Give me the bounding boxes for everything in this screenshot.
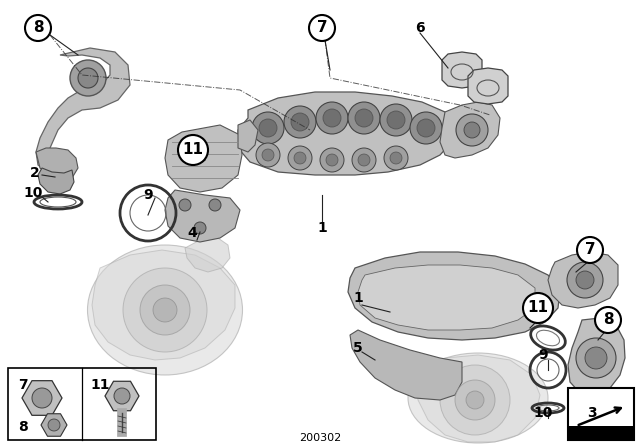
Circle shape xyxy=(577,237,603,263)
Circle shape xyxy=(352,148,376,172)
Polygon shape xyxy=(548,252,618,308)
Text: 1: 1 xyxy=(317,221,327,235)
Text: 11: 11 xyxy=(90,378,109,392)
Circle shape xyxy=(288,146,312,170)
Circle shape xyxy=(284,106,316,138)
Circle shape xyxy=(323,109,341,127)
Circle shape xyxy=(78,68,98,88)
Circle shape xyxy=(595,307,621,333)
Circle shape xyxy=(291,113,309,131)
Circle shape xyxy=(417,119,435,137)
Polygon shape xyxy=(165,125,242,192)
Text: 10: 10 xyxy=(533,406,553,420)
Polygon shape xyxy=(36,148,78,182)
Polygon shape xyxy=(38,168,74,194)
Polygon shape xyxy=(165,190,240,242)
Polygon shape xyxy=(468,68,508,104)
Polygon shape xyxy=(568,318,625,395)
Circle shape xyxy=(576,338,616,378)
Circle shape xyxy=(466,391,484,409)
Circle shape xyxy=(123,268,207,352)
Text: 8: 8 xyxy=(33,21,44,35)
Text: 11: 11 xyxy=(182,142,204,158)
Circle shape xyxy=(576,271,594,289)
Polygon shape xyxy=(185,238,230,272)
Circle shape xyxy=(320,148,344,172)
Circle shape xyxy=(326,154,338,166)
Circle shape xyxy=(387,111,405,129)
Text: 8: 8 xyxy=(603,313,613,327)
Polygon shape xyxy=(440,102,500,158)
Text: 7: 7 xyxy=(317,21,327,35)
Polygon shape xyxy=(415,355,540,442)
Text: 11: 11 xyxy=(527,301,548,315)
Circle shape xyxy=(179,199,191,211)
Circle shape xyxy=(316,102,348,134)
Polygon shape xyxy=(442,52,482,88)
Text: 1: 1 xyxy=(353,291,363,305)
Polygon shape xyxy=(238,92,455,175)
Circle shape xyxy=(309,15,335,41)
Circle shape xyxy=(153,298,177,322)
Circle shape xyxy=(32,388,52,408)
Circle shape xyxy=(209,199,221,211)
Circle shape xyxy=(70,60,106,96)
Ellipse shape xyxy=(88,245,243,375)
Text: 10: 10 xyxy=(23,186,43,200)
Text: 4: 4 xyxy=(187,226,197,240)
FancyBboxPatch shape xyxy=(568,426,634,440)
Circle shape xyxy=(456,114,488,146)
Text: 2: 2 xyxy=(30,166,40,180)
Polygon shape xyxy=(348,252,560,340)
Circle shape xyxy=(523,293,553,323)
Circle shape xyxy=(455,380,495,420)
Circle shape xyxy=(114,388,130,404)
Text: 200302: 200302 xyxy=(299,433,341,443)
Circle shape xyxy=(585,347,607,369)
Text: 5: 5 xyxy=(353,341,363,355)
Circle shape xyxy=(48,419,60,431)
FancyBboxPatch shape xyxy=(568,388,634,440)
Circle shape xyxy=(410,112,442,144)
Circle shape xyxy=(178,135,208,165)
Text: 9: 9 xyxy=(143,188,153,202)
Circle shape xyxy=(194,222,206,234)
Polygon shape xyxy=(358,265,535,330)
Text: 7: 7 xyxy=(18,378,28,392)
Circle shape xyxy=(348,102,380,134)
Circle shape xyxy=(358,154,370,166)
Circle shape xyxy=(384,146,408,170)
Polygon shape xyxy=(238,120,258,152)
Circle shape xyxy=(262,149,274,161)
Text: 3: 3 xyxy=(587,406,597,420)
Polygon shape xyxy=(36,48,130,168)
Text: 8: 8 xyxy=(18,420,28,434)
Circle shape xyxy=(390,152,402,164)
Text: 7: 7 xyxy=(585,242,595,258)
Circle shape xyxy=(355,109,373,127)
Circle shape xyxy=(380,104,412,136)
Circle shape xyxy=(256,143,280,167)
Polygon shape xyxy=(92,250,235,360)
Ellipse shape xyxy=(408,353,548,443)
Circle shape xyxy=(140,285,190,335)
Polygon shape xyxy=(350,330,462,400)
Circle shape xyxy=(464,122,480,138)
Circle shape xyxy=(259,119,277,137)
Circle shape xyxy=(567,262,603,298)
Circle shape xyxy=(252,112,284,144)
Text: 6: 6 xyxy=(415,21,425,35)
Circle shape xyxy=(25,15,51,41)
Circle shape xyxy=(294,152,306,164)
Circle shape xyxy=(440,365,510,435)
Text: 9: 9 xyxy=(538,348,548,362)
